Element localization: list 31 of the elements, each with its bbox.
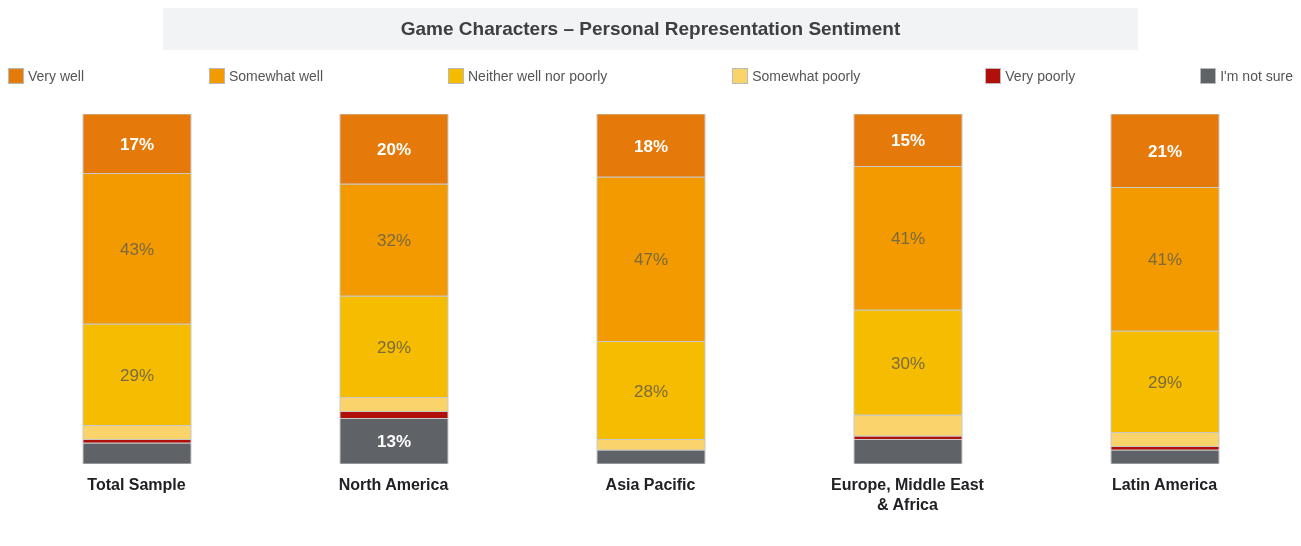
legend-label: Very well	[28, 68, 85, 84]
legend-label: Somewhat well	[228, 68, 324, 84]
data-label: 13%	[376, 432, 412, 452]
data-label: 43%	[119, 239, 155, 259]
data-label: 28%	[633, 381, 669, 401]
x-tick-label: Latin America	[1111, 476, 1218, 493]
legend-label: I'm not sure	[1220, 68, 1293, 84]
data-label: 41%	[1147, 250, 1183, 270]
data-label: 29%	[119, 365, 155, 385]
x-tick-label: Total Sample	[87, 476, 186, 493]
x-tick-label: Asia Pacific	[605, 476, 696, 493]
x-tick-label: Europe, Middle East & Africa	[831, 476, 985, 513]
data-label: 29%	[376, 337, 412, 357]
data-label: 29%	[1147, 372, 1183, 392]
legend-label: Neither well nor poorly	[468, 68, 608, 84]
bar	[853, 439, 963, 464]
x-tick-label: North America	[338, 476, 449, 493]
chart-title: Game Characters – Personal Representation Sentiment	[163, 8, 1138, 50]
data-label: 17%	[119, 134, 155, 154]
bar	[1110, 449, 1220, 464]
legend-label: Very poorly	[1005, 68, 1076, 84]
data-label: 18%	[633, 136, 669, 156]
bar	[82, 442, 192, 464]
data-label: 41%	[890, 229, 926, 249]
data-label: 47%	[633, 250, 669, 270]
data-label: 21%	[1147, 141, 1183, 161]
legend-label: Somewhat poorly	[752, 68, 861, 84]
data-label: 32%	[376, 231, 412, 250]
data-label: 20%	[376, 140, 412, 159]
data-label: 15%	[890, 131, 926, 151]
data-label: 30%	[890, 353, 926, 373]
